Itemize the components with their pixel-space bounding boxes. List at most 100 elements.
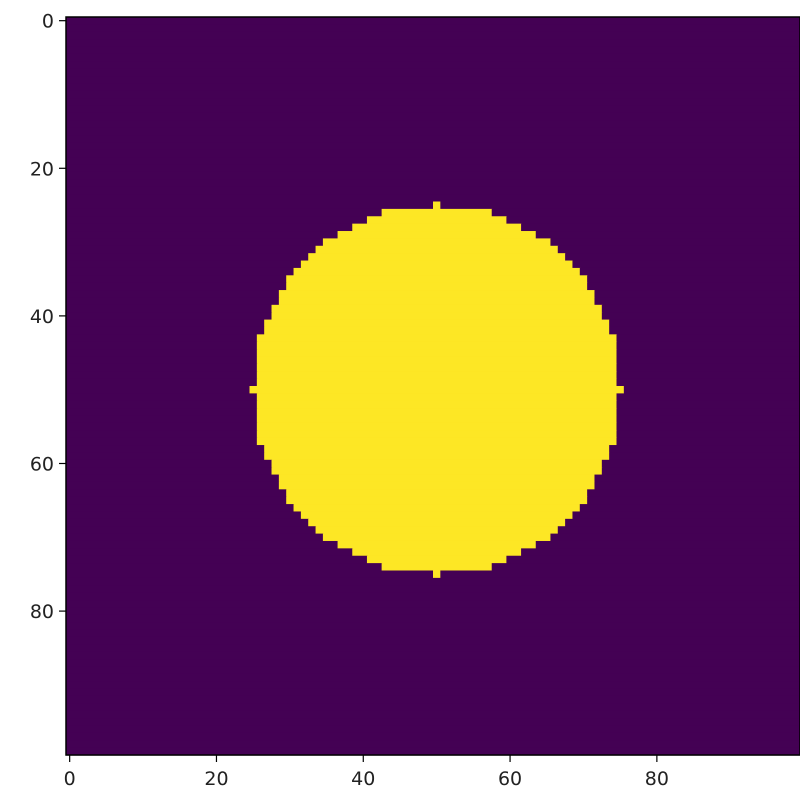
heatmap-cell-high	[271, 304, 603, 313]
heatmap-cell-low	[66, 695, 800, 704]
heatmap-cell-low	[616, 371, 800, 380]
heatmap-cell-low	[572, 260, 800, 269]
heatmap-cell-low	[66, 445, 265, 454]
heatmap-cell-low	[66, 186, 800, 195]
y-tick-label: 80	[30, 601, 54, 623]
y-tick-label: 40	[30, 306, 54, 328]
heatmap-cell-low	[66, 53, 800, 62]
heatmap-cell-low	[66, 120, 800, 129]
heatmap-cell-high	[278, 474, 596, 483]
heatmap-cell-low	[66, 496, 287, 505]
heatmap-cell-low	[66, 341, 258, 350]
heatmap-cell-high	[315, 245, 559, 254]
heatmap-cell-low	[66, 636, 800, 645]
heatmap-cell-high	[256, 371, 618, 380]
heatmap-cell-low	[66, 275, 287, 284]
heatmap-cell-low	[66, 326, 265, 335]
heatmap-cell-high	[433, 570, 441, 579]
heatmap-cell-low	[601, 459, 800, 468]
heatmap-cell-low	[66, 526, 317, 535]
heatmap-cell-low	[66, 46, 800, 55]
heatmap-cell-low	[66, 24, 800, 33]
heatmap-cell-low	[66, 208, 383, 217]
heatmap-cell-low	[66, 600, 800, 608]
heatmap-cell-high	[256, 341, 618, 350]
heatmap-cell-low	[66, 651, 800, 660]
heatmap-cell-low	[66, 290, 280, 299]
heatmap-cell-low	[66, 592, 800, 601]
heatmap-cell-low	[601, 467, 800, 476]
heatmap-cell-low	[66, 673, 800, 682]
heatmap-cell-low	[557, 526, 800, 535]
heatmap-cell-low	[66, 622, 800, 631]
heatmap-cell-low	[66, 83, 800, 92]
heatmap-cell-high	[308, 253, 566, 262]
heatmap-cell-high	[256, 334, 618, 343]
heatmap-cell-high	[293, 504, 581, 513]
heatmap-cell-low	[616, 430, 800, 439]
heatmap-cell-low	[66, 659, 800, 668]
heatmap-cell-low	[66, 179, 800, 188]
heatmap-cell-low	[66, 481, 280, 490]
heatmap-cell-low	[557, 245, 800, 254]
heatmap-cell-low	[66, 171, 800, 180]
heatmap-cell-low	[579, 267, 800, 276]
heatmap-cell-low	[66, 467, 273, 476]
heatmap-cell-low	[66, 415, 258, 424]
heatmap-cell-low	[66, 422, 258, 431]
heatmap-cell-low	[579, 504, 800, 513]
heatmap-cell-high	[256, 430, 618, 439]
heatmap-cell-low	[616, 422, 800, 431]
heatmap-cell-low	[66, 459, 273, 468]
heatmap-cell-low	[66, 253, 309, 262]
heatmap-cell-low	[66, 644, 800, 653]
heatmap-cell-low	[66, 216, 368, 225]
heatmap-cell-low	[616, 356, 800, 365]
x-tick-label: 60	[498, 768, 522, 790]
heatmap-cell-high	[286, 489, 588, 498]
heatmap-cell-high	[433, 201, 441, 210]
heatmap-cell-low	[594, 297, 800, 306]
heatmap-cell-low	[587, 489, 800, 498]
heatmap-cell-low	[66, 703, 800, 712]
heatmap-cell-low	[66, 452, 265, 461]
heatmap-cell-low	[616, 334, 800, 343]
heatmap-cell-low	[616, 349, 800, 358]
heatmap-cell-high	[315, 526, 559, 535]
heatmap-cell-low	[616, 415, 800, 424]
heatmap-cell-low	[550, 533, 800, 542]
heatmap-cell-low	[66, 61, 800, 70]
heatmap-cell-low	[66, 31, 800, 40]
heatmap-cell-low	[616, 341, 800, 350]
heatmap-cell-low	[66, 710, 800, 719]
heatmap-cell-low	[521, 548, 800, 557]
heatmap-cell-low	[616, 400, 800, 409]
heatmap-cell-high	[352, 548, 522, 557]
heatmap-cell-low	[66, 312, 273, 321]
heatmap-cell-high	[278, 290, 596, 299]
heatmap-cell-high	[337, 231, 537, 239]
heatmap-cell-low	[440, 570, 800, 579]
heatmap-cell-low	[66, 349, 258, 358]
heatmap-cell-low	[66, 607, 800, 616]
heatmap-cell-low	[66, 577, 800, 586]
heatmap-cell-high	[264, 326, 610, 335]
heatmap-cell-low	[601, 312, 800, 321]
heatmap-cell-low	[609, 452, 800, 461]
heatmap-cell-high	[256, 437, 618, 446]
heatmap-cell-low	[66, 533, 324, 542]
heatmap-cell-high	[264, 452, 610, 461]
heatmap-cell-high	[337, 540, 537, 549]
heatmap-cell-low	[66, 231, 339, 239]
heatmap-cell-high	[366, 216, 507, 225]
heatmap-cell-low	[66, 98, 800, 107]
heatmap-cell-low	[616, 437, 800, 446]
heatmap-cell-low	[66, 39, 800, 48]
heatmap-cell-low	[66, 585, 800, 594]
heatmap-cell-high	[256, 378, 618, 387]
heatmap-cell-low	[623, 386, 800, 394]
heatmap-cell-low	[550, 238, 800, 247]
heatmap-cell-low	[535, 540, 800, 549]
heatmap-cell-low	[66, 17, 800, 25]
